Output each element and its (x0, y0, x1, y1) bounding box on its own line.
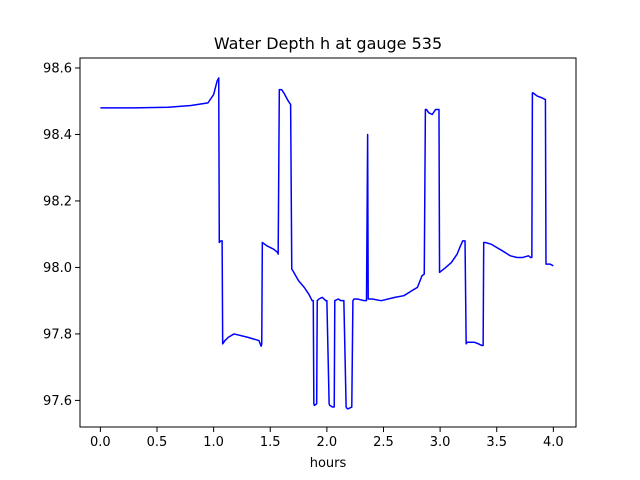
y-tick-label: 98.4 (43, 128, 72, 143)
y-axis-ticks: 97.6 97.8 98.0 98.2 98.4 98.6 (43, 61, 80, 409)
x-tick-label: 1.0 (203, 435, 224, 450)
y-tick-label: 98.6 (43, 61, 72, 76)
x-tick-label: 2.5 (373, 435, 394, 450)
x-tick-label: 3.0 (430, 435, 451, 450)
series-line-0 (100, 77, 554, 410)
y-tick-label: 97.8 (43, 327, 72, 342)
plot-frame (79, 57, 577, 428)
x-axis-label: hours (310, 456, 347, 471)
chart-title: Water Depth h at gauge 535 (214, 34, 442, 53)
x-tick-label: 4.0 (543, 435, 564, 450)
x-tick-label: 2.0 (317, 435, 338, 450)
y-tick-label: 98.0 (43, 261, 72, 276)
x-tick-label: 0.0 (90, 435, 111, 450)
y-tick-label: 98.2 (43, 194, 72, 209)
y-tick-label: 97.6 (43, 394, 72, 409)
series-layer (100, 77, 554, 410)
x-tick-label: 3.5 (486, 435, 507, 450)
x-tick-label: 1.5 (260, 435, 281, 450)
x-axis-ticks: 0.0 0.5 1.0 1.5 2.0 2.5 3.0 3.5 4.0 (90, 427, 564, 450)
x-tick-label: 0.5 (147, 435, 168, 450)
